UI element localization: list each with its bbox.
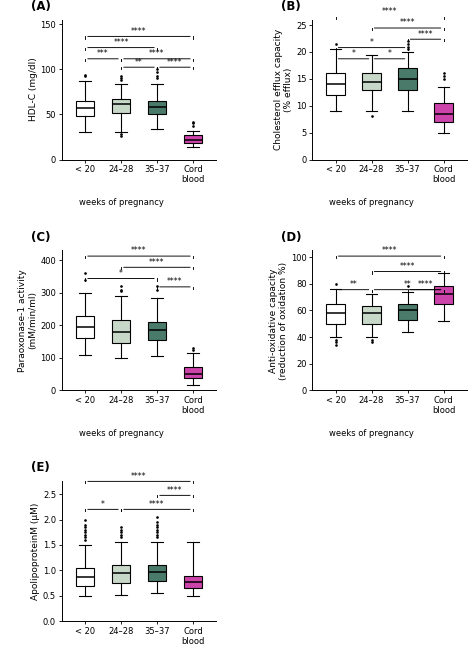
FancyBboxPatch shape <box>111 565 130 583</box>
Text: ****: **** <box>382 7 397 16</box>
FancyBboxPatch shape <box>434 103 453 122</box>
Y-axis label: ApolipoproteinM (μM): ApolipoproteinM (μM) <box>31 503 40 600</box>
Text: (A): (A) <box>31 0 51 12</box>
Text: ****: **** <box>418 280 433 289</box>
Y-axis label: HDL-C (mg/dl): HDL-C (mg/dl) <box>28 58 37 122</box>
FancyBboxPatch shape <box>434 286 453 304</box>
FancyBboxPatch shape <box>147 565 166 581</box>
FancyBboxPatch shape <box>76 568 94 586</box>
Text: *: * <box>370 38 374 47</box>
Text: ****: **** <box>400 18 415 27</box>
FancyBboxPatch shape <box>111 320 130 343</box>
Text: ****: **** <box>400 262 415 271</box>
Text: weeks of pregnancy: weeks of pregnancy <box>329 429 414 438</box>
Text: **: ** <box>404 280 411 289</box>
Text: *: * <box>119 269 123 278</box>
Text: *: * <box>352 49 356 58</box>
Text: ****: **** <box>131 247 147 256</box>
Y-axis label: Cholesterol efflux capacity
(% efflux): Cholesterol efflux capacity (% efflux) <box>274 29 293 150</box>
FancyBboxPatch shape <box>147 101 166 114</box>
Text: ****: **** <box>131 472 147 481</box>
Text: ****: **** <box>167 486 182 494</box>
FancyBboxPatch shape <box>398 304 417 320</box>
Text: ****: **** <box>167 58 182 67</box>
FancyBboxPatch shape <box>111 99 130 112</box>
Text: weeks of pregnancy: weeks of pregnancy <box>79 429 164 438</box>
Text: ****: **** <box>382 247 397 256</box>
Text: ****: **** <box>149 258 164 267</box>
Text: *: * <box>388 49 392 58</box>
Text: (D): (D) <box>281 230 302 243</box>
FancyBboxPatch shape <box>147 322 166 340</box>
Text: (B): (B) <box>281 0 301 12</box>
FancyBboxPatch shape <box>326 304 345 324</box>
FancyBboxPatch shape <box>183 367 202 378</box>
FancyBboxPatch shape <box>183 135 202 143</box>
FancyBboxPatch shape <box>326 73 345 95</box>
FancyBboxPatch shape <box>183 576 202 588</box>
Text: ****: **** <box>113 38 129 47</box>
FancyBboxPatch shape <box>362 73 381 90</box>
FancyBboxPatch shape <box>76 316 94 338</box>
FancyBboxPatch shape <box>76 101 94 116</box>
Text: weeks of pregnancy: weeks of pregnancy <box>79 198 164 207</box>
Text: *: * <box>101 500 105 509</box>
Text: ****: **** <box>149 49 164 58</box>
Text: (E): (E) <box>31 461 49 474</box>
Text: weeks of pregnancy: weeks of pregnancy <box>329 198 414 207</box>
Text: ***: *** <box>97 49 109 58</box>
Y-axis label: Anti-oxidative capacity
(reduction of oxidation %): Anti-oxidative capacity (reduction of ox… <box>269 262 288 379</box>
Y-axis label: Paraoxonase-1 activity
(mM/min/ml): Paraoxonase-1 activity (mM/min/ml) <box>18 269 37 372</box>
Text: ****: **** <box>167 277 182 286</box>
Text: ****: **** <box>418 29 433 39</box>
Text: ****: **** <box>131 27 147 36</box>
Text: **: ** <box>350 280 357 289</box>
Text: ****: **** <box>149 500 164 509</box>
Text: (C): (C) <box>31 230 50 243</box>
Text: **: ** <box>135 58 143 67</box>
FancyBboxPatch shape <box>362 307 381 324</box>
FancyBboxPatch shape <box>398 68 417 90</box>
